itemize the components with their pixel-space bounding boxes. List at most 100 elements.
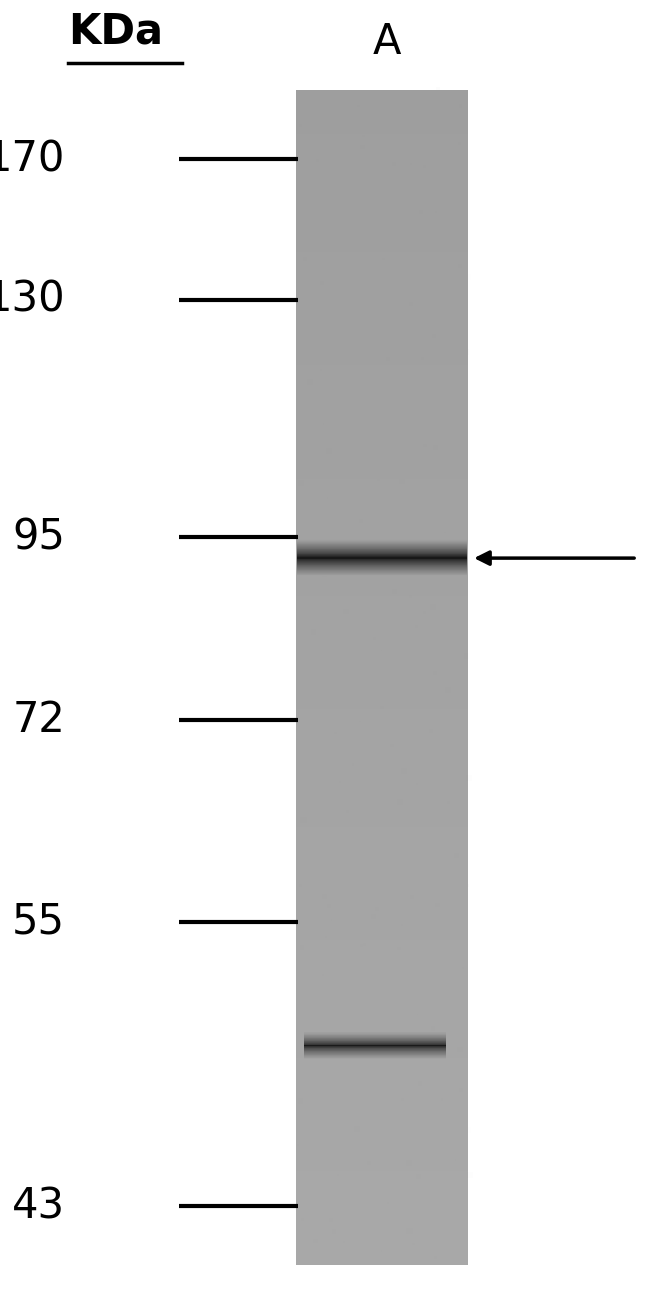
Bar <box>339 781 341 784</box>
Bar <box>296 1001 468 1007</box>
Bar <box>296 102 468 107</box>
Bar <box>417 1175 421 1180</box>
Bar <box>296 203 468 209</box>
Bar <box>296 841 468 846</box>
Bar <box>450 808 457 814</box>
Bar <box>296 180 468 185</box>
Bar <box>296 340 468 346</box>
Bar <box>346 810 350 812</box>
Bar <box>296 708 468 713</box>
Bar <box>322 893 327 898</box>
Bar <box>296 986 468 991</box>
Bar <box>296 442 468 447</box>
Bar <box>301 1218 304 1221</box>
Bar <box>296 239 468 244</box>
Bar <box>300 945 304 949</box>
Bar <box>296 145 468 150</box>
Bar <box>328 904 331 908</box>
Bar <box>296 1123 468 1128</box>
Bar <box>296 376 468 381</box>
Bar <box>337 1174 339 1176</box>
Bar <box>434 1256 437 1260</box>
Bar <box>375 112 378 115</box>
Bar <box>296 1197 468 1202</box>
Bar <box>296 782 468 788</box>
Bar <box>410 301 413 306</box>
Bar <box>296 861 468 866</box>
Bar <box>376 776 378 778</box>
Bar <box>331 919 332 921</box>
Bar <box>322 424 324 425</box>
Bar <box>296 1142 468 1148</box>
Bar <box>296 184 468 189</box>
Bar <box>464 653 469 659</box>
Bar <box>447 801 450 805</box>
Bar <box>296 434 468 439</box>
Bar <box>456 288 458 289</box>
Bar <box>325 936 326 938</box>
Bar <box>296 481 468 486</box>
Bar <box>296 485 468 490</box>
Bar <box>432 531 439 537</box>
Bar <box>296 1052 468 1058</box>
Bar <box>456 252 461 257</box>
Bar <box>296 379 468 385</box>
Bar <box>296 876 468 882</box>
Bar <box>296 94 468 99</box>
Bar <box>332 1230 336 1234</box>
Bar <box>296 685 468 690</box>
Bar <box>367 1161 371 1164</box>
Bar <box>296 911 468 917</box>
Bar <box>296 849 468 854</box>
Bar <box>296 747 468 752</box>
Bar <box>369 304 370 305</box>
Bar <box>296 325 468 330</box>
Bar <box>381 454 384 456</box>
Bar <box>360 944 363 947</box>
Bar <box>296 645 468 651</box>
Bar <box>429 1026 434 1031</box>
Bar <box>296 520 468 526</box>
Bar <box>296 399 468 404</box>
Bar <box>305 636 309 642</box>
Bar <box>378 479 380 481</box>
Bar <box>296 1115 468 1120</box>
Bar <box>296 336 468 342</box>
Bar <box>296 235 468 240</box>
Bar <box>296 1029 468 1034</box>
Bar <box>296 1095 468 1101</box>
Bar <box>296 634 468 639</box>
Bar <box>296 192 468 197</box>
Bar <box>296 880 468 885</box>
Bar <box>326 447 332 454</box>
Bar <box>337 473 340 476</box>
Bar <box>296 1209 468 1214</box>
Bar <box>449 563 454 569</box>
Bar <box>296 473 468 479</box>
Bar <box>359 519 363 523</box>
Bar <box>296 536 468 541</box>
Bar <box>296 786 468 792</box>
Bar <box>296 1213 468 1218</box>
Bar <box>296 610 468 615</box>
Bar <box>296 372 468 377</box>
Bar <box>296 329 468 334</box>
Bar <box>296 1248 468 1253</box>
Bar <box>324 189 330 196</box>
Bar <box>296 200 468 205</box>
Bar <box>458 265 462 267</box>
Bar <box>392 162 396 166</box>
Bar <box>296 227 468 232</box>
Bar <box>359 721 361 722</box>
Bar <box>296 1256 468 1261</box>
Bar <box>326 209 330 213</box>
Bar <box>362 653 364 656</box>
Bar <box>296 630 468 635</box>
Bar <box>296 775 468 780</box>
Bar <box>397 947 401 951</box>
Bar <box>296 900 468 905</box>
Bar <box>433 672 437 675</box>
Bar <box>296 1131 468 1136</box>
Bar <box>296 368 468 373</box>
Bar <box>296 270 468 275</box>
